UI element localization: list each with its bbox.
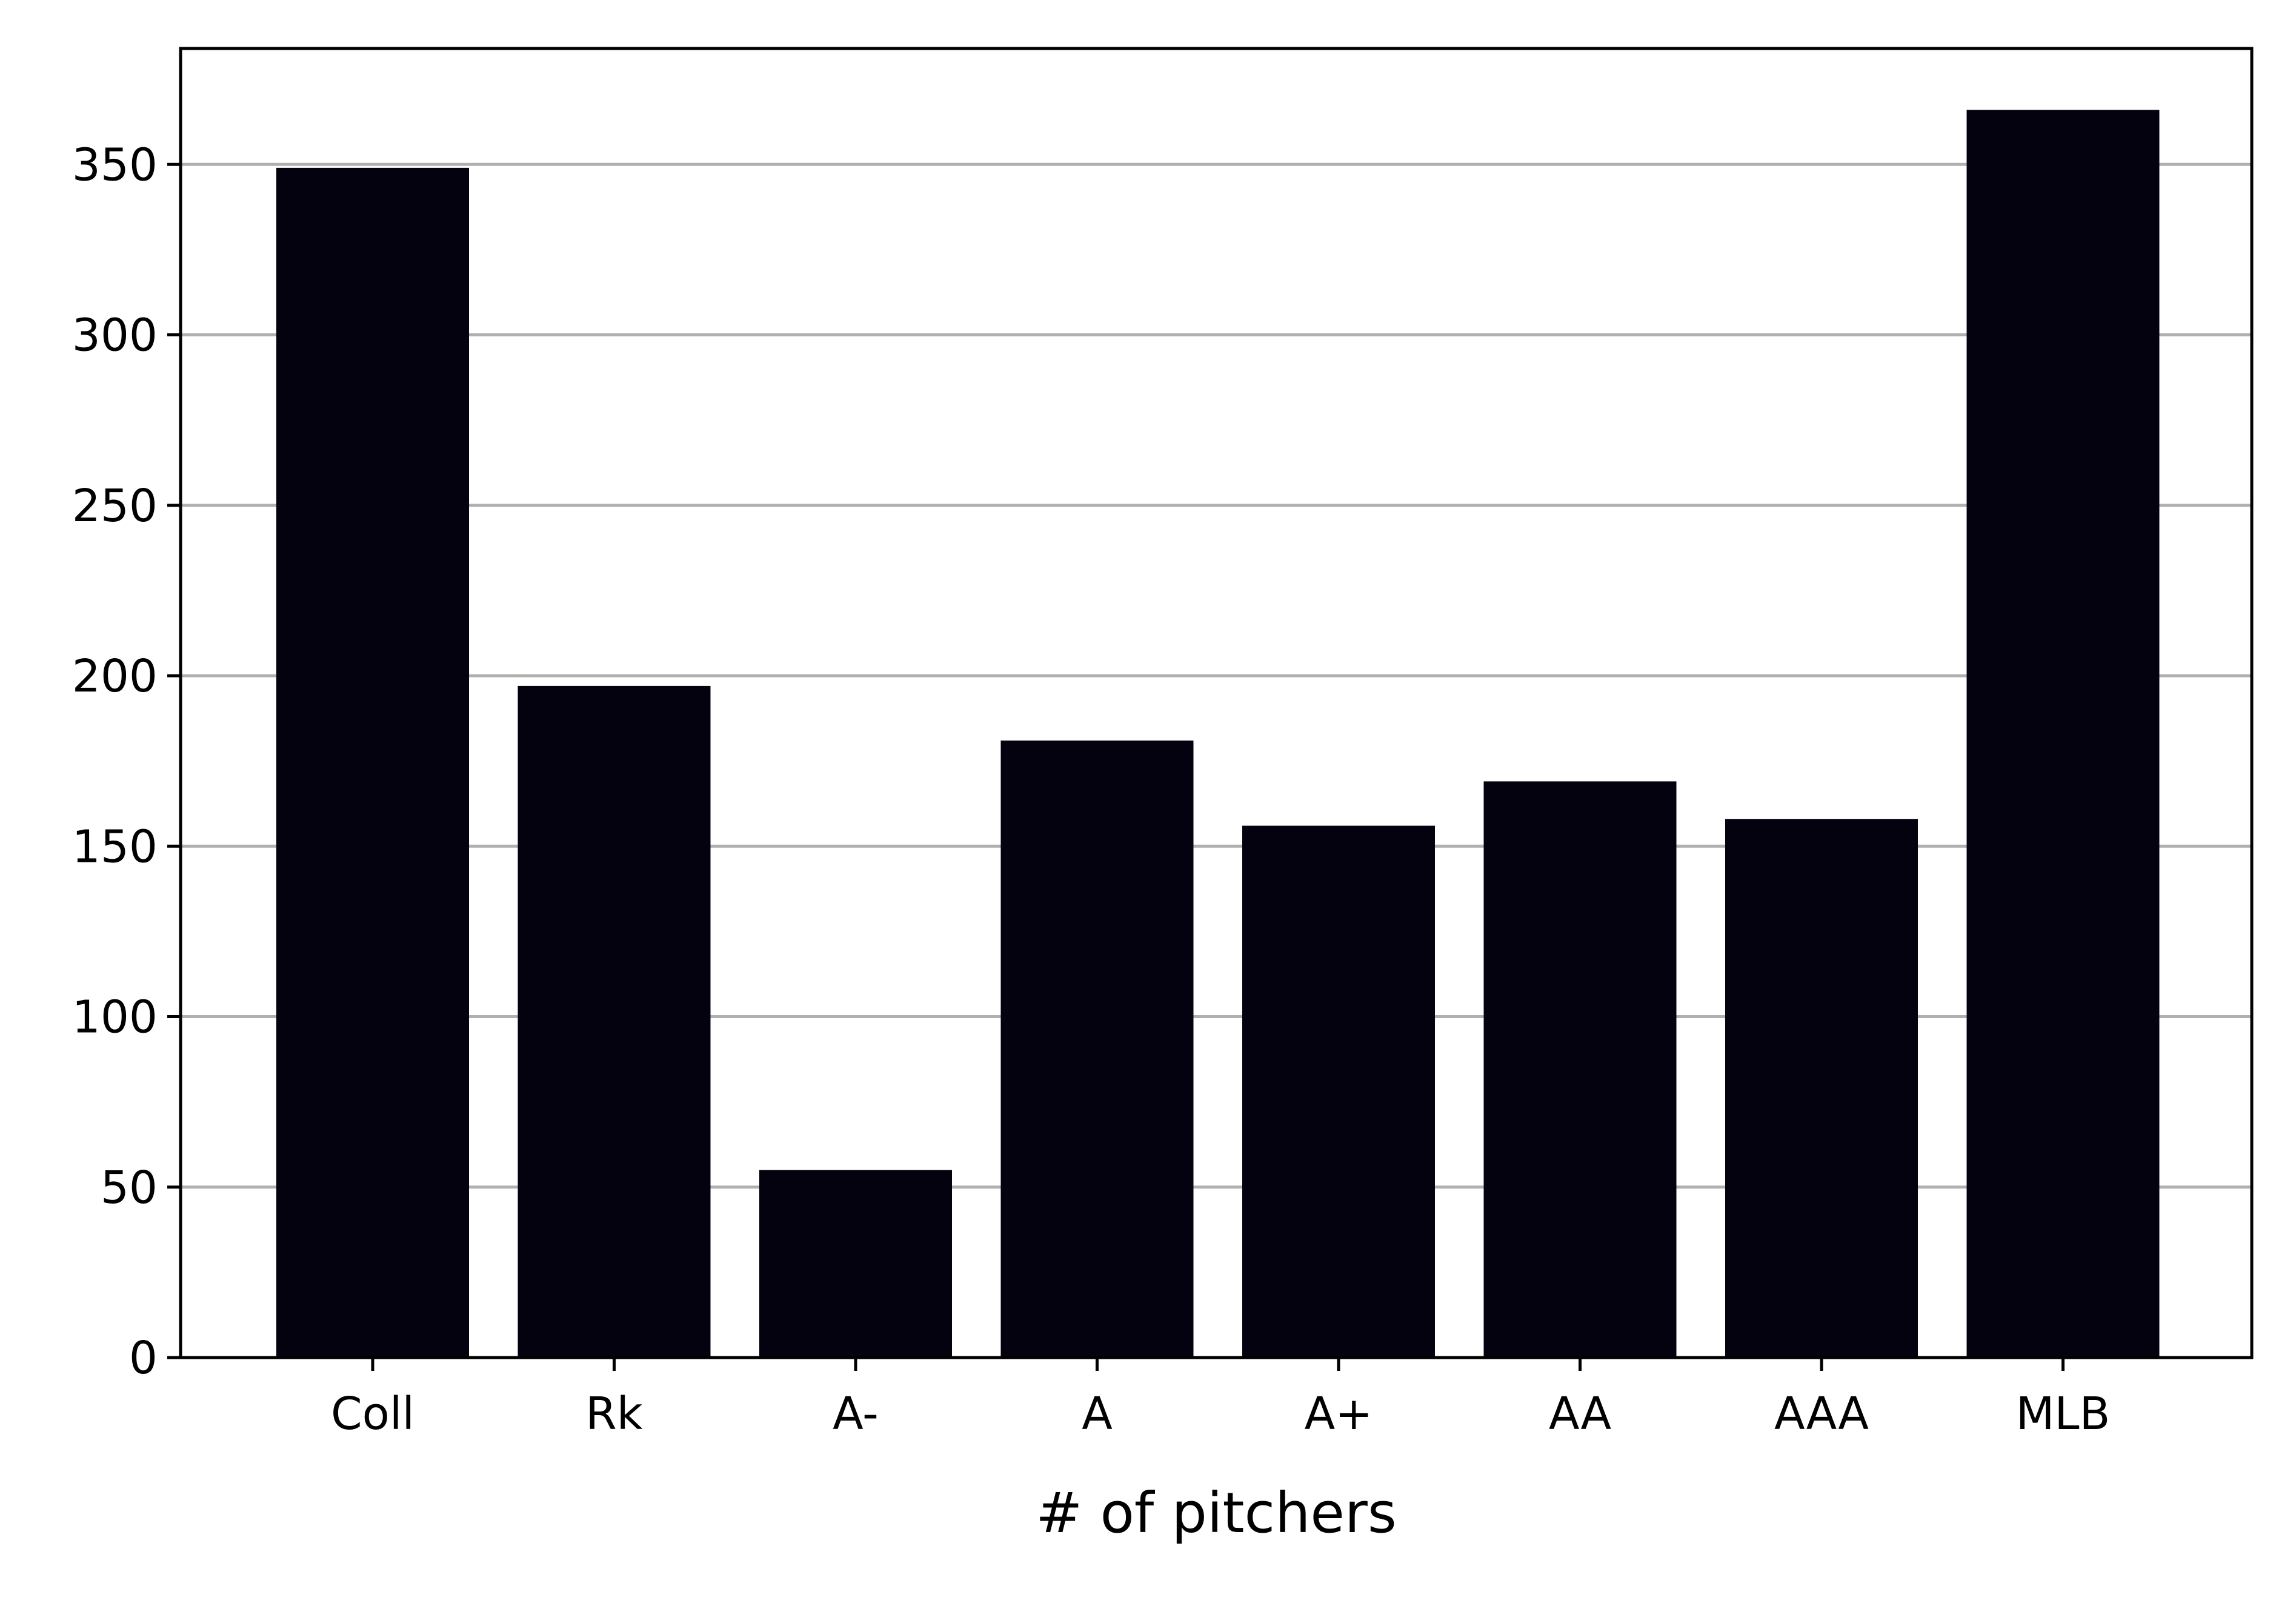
x-tick-label: Rk: [585, 1388, 642, 1440]
y-tick-label: 250: [72, 480, 158, 532]
bar-aaa: [1725, 819, 1918, 1358]
bar-aa: [1483, 781, 1677, 1358]
y-tick-label: 50: [101, 1162, 158, 1214]
x-tick-label: Coll: [331, 1388, 414, 1440]
y-tick-label: 200: [72, 650, 158, 702]
x-tick-label: AA: [1549, 1388, 1612, 1440]
bar-coll: [276, 167, 469, 1358]
y-tick-label: 300: [72, 310, 158, 362]
x-tick-label: A+: [1305, 1388, 1373, 1440]
y-tick-label: 350: [72, 139, 158, 191]
x-tick-label: A-: [833, 1388, 879, 1440]
x-axis-title: # of pitchers: [1036, 1481, 1397, 1545]
y-tick-label: 100: [72, 991, 158, 1044]
y-axis: 0 50 100 150 200 250 300 350: [72, 139, 181, 1384]
y-tick-label: 0: [129, 1332, 158, 1384]
bar-mlb: [1966, 110, 2160, 1358]
x-tick-label: MLB: [2016, 1388, 2111, 1440]
bars: [276, 110, 2160, 1358]
y-tick-label: 150: [72, 821, 158, 873]
x-tick-label: AAA: [1774, 1388, 1869, 1440]
bar-rk: [517, 685, 711, 1358]
plot-frame: [179, 47, 2254, 1359]
bar-a: [1000, 740, 1194, 1358]
bar-a-: [1242, 825, 1435, 1358]
x-tick-label: A: [1082, 1388, 1113, 1440]
x-axis: Coll Rk A- A A+ AA AAA MLB: [331, 1358, 2110, 1440]
bar-a-: [759, 1170, 952, 1358]
